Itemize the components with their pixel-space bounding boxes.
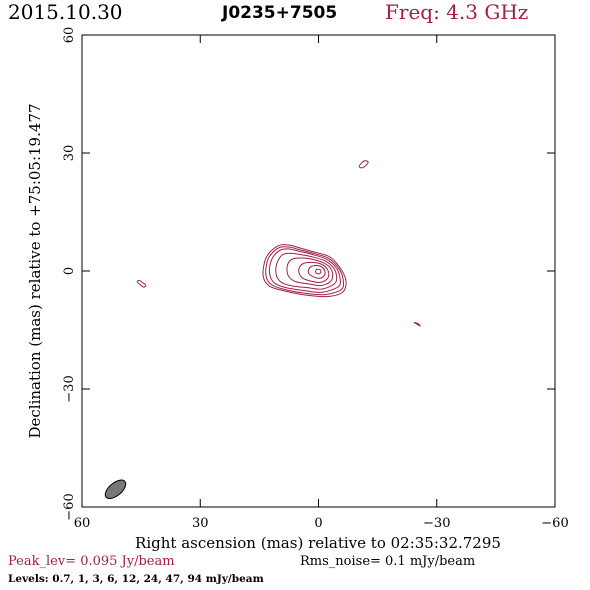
axis-ticks — [81, 34, 556, 508]
x-tick-label: 30 — [192, 516, 209, 531]
date-label: 2015.10.30 — [8, 0, 123, 24]
x-axis-label: Right ascension (mas) relative to 02:35:… — [135, 534, 501, 552]
contour-levels: Levels: 0.7, 1, 3, 6, 12, 24, 47, 94 mJy… — [8, 573, 264, 585]
y-tick-label: 0 — [62, 267, 77, 275]
contour-line — [136, 279, 147, 288]
x-tick-label: 0 — [314, 516, 322, 531]
contour-layers — [136, 160, 421, 327]
plot-frame — [81, 34, 556, 508]
contour-line — [275, 252, 338, 290]
contour-line — [358, 160, 369, 169]
source-name: J0235+7505 — [222, 3, 338, 23]
y-tick-label: −60 — [62, 493, 77, 520]
peak-level: Peak_lev= 0.095 Jy/beam — [8, 554, 175, 569]
contour-line — [265, 246, 345, 296]
y-axis-label: Declination (mas) relative to +75:05:19.… — [26, 103, 44, 438]
beam-ellipse-group — [104, 479, 127, 500]
rms-noise: Rms_noise= 0.1 mJy/beam — [300, 554, 476, 569]
contour-line — [298, 261, 330, 283]
contour-line — [307, 264, 326, 279]
frequency-label: Freq: 4.3 GHz — [385, 0, 529, 24]
x-tick-label: −30 — [423, 516, 450, 531]
y-tick-label: 60 — [62, 27, 77, 44]
contour-line — [286, 257, 334, 287]
x-tick-label: −60 — [541, 516, 568, 531]
y-tick-label: −30 — [62, 375, 77, 402]
y-tick-label: 30 — [62, 145, 77, 162]
contour-line — [268, 248, 341, 293]
x-tick-label: 60 — [74, 516, 91, 531]
contour-line — [413, 322, 421, 327]
beam-ellipse — [104, 479, 127, 500]
contour-line — [262, 244, 347, 298]
contour-line — [315, 268, 322, 275]
